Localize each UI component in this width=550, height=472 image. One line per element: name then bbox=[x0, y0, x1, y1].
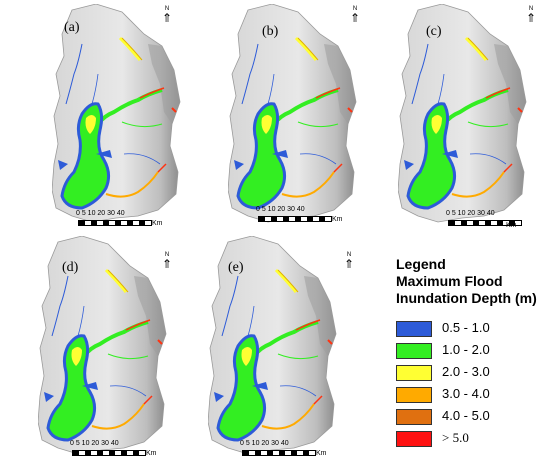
scale-ticks-e: 0 5 10 20 30 40 bbox=[240, 440, 289, 447]
panel-label-a: (a) bbox=[64, 20, 80, 35]
legend: Legend Maximum Flood Inundation Depth (m… bbox=[396, 256, 548, 451]
north-letter: N bbox=[164, 252, 170, 258]
scale-ticks-d: 0 5 10 20 30 40 bbox=[70, 440, 119, 447]
legend-item: 0.5 - 1.0 bbox=[396, 319, 548, 341]
legend-swatch bbox=[396, 365, 432, 381]
north-arrow-e: N ⇑ bbox=[342, 252, 356, 270]
north-letter: N bbox=[352, 6, 358, 12]
scale-ticks-a: 0 5 10 20 30 40 bbox=[76, 210, 125, 217]
legend-swatch bbox=[396, 321, 432, 337]
north-arrow-c: N ⇑ bbox=[524, 6, 538, 24]
map-panel-d bbox=[36, 234, 168, 456]
scale-unit-e: Km bbox=[316, 450, 327, 457]
map-panel-b bbox=[226, 2, 358, 224]
legend-item: 4.0 - 5.0 bbox=[396, 407, 548, 429]
legend-subtitle-2: Inundation Depth (m) bbox=[396, 290, 537, 306]
scale-unit-b: Km bbox=[332, 216, 343, 223]
legend-label: 2.0 - 3.0 bbox=[442, 364, 490, 379]
legend-label: 0.5 - 1.0 bbox=[442, 320, 490, 335]
north-arrow-a: N ⇑ bbox=[160, 6, 174, 24]
north-letter: N bbox=[528, 6, 534, 12]
panel-label-c: (c) bbox=[426, 24, 442, 39]
north-arrow-icon: ⇑ bbox=[349, 11, 361, 25]
legend-swatch bbox=[396, 431, 432, 447]
north-arrow-icon: ⇑ bbox=[161, 11, 173, 25]
north-arrow-icon: ⇑ bbox=[161, 257, 173, 271]
scale-bar-c bbox=[448, 220, 522, 226]
legend-swatch bbox=[396, 343, 432, 359]
map-panel-c bbox=[396, 2, 528, 224]
scale-unit-d: Km bbox=[146, 450, 157, 457]
legend-item: 1.0 - 2.0 bbox=[396, 341, 548, 363]
legend-swatch bbox=[396, 409, 432, 425]
basin-map-c bbox=[396, 2, 528, 224]
basin-map-a bbox=[50, 2, 182, 224]
scale-bar-a bbox=[78, 220, 152, 226]
scale-unit-c: Km bbox=[506, 222, 517, 229]
legend-label: > 5.0 bbox=[442, 430, 469, 445]
north-letter: N bbox=[164, 6, 170, 12]
scale-ticks-c: 0 5 10 20 30 40 bbox=[446, 210, 495, 217]
north-arrow-d: N ⇑ bbox=[160, 252, 174, 270]
scale-unit-a: Km bbox=[152, 220, 163, 227]
scale-bar-e bbox=[242, 450, 316, 456]
legend-item: 3.0 - 4.0 bbox=[396, 385, 548, 407]
legend-label: 3.0 - 4.0 bbox=[442, 386, 490, 401]
panel-label-d: (d) bbox=[62, 260, 79, 275]
basin-map-b bbox=[226, 2, 358, 224]
scale-bar-d bbox=[72, 450, 146, 456]
north-letter: N bbox=[346, 252, 352, 258]
north-arrow-icon: ⇑ bbox=[343, 257, 355, 271]
north-arrow-b: N ⇑ bbox=[348, 6, 362, 24]
legend-label: 4.0 - 5.0 bbox=[442, 408, 490, 423]
legend-label: 1.0 - 2.0 bbox=[442, 342, 490, 357]
north-arrow-icon: ⇑ bbox=[525, 11, 537, 25]
map-panel-a bbox=[50, 2, 182, 224]
scale-bar-b bbox=[258, 216, 332, 222]
legend-item: 2.0 - 3.0 bbox=[396, 363, 548, 385]
scale-ticks-b: 0 5 10 20 30 40 bbox=[256, 206, 305, 213]
basin-map-d bbox=[36, 234, 168, 456]
legend-title: Legend bbox=[396, 256, 446, 272]
legend-swatch bbox=[396, 387, 432, 403]
legend-subtitle-1: Maximum Flood bbox=[396, 273, 503, 289]
legend-items: 0.5 - 1.0 1.0 - 2.0 2.0 - 3.0 3.0 - 4.0 4.0 … bbox=[396, 319, 548, 451]
panel-label-e: (e) bbox=[228, 260, 244, 275]
legend-item: > 5.0 bbox=[396, 429, 548, 451]
panel-label-b: (b) bbox=[262, 24, 279, 39]
